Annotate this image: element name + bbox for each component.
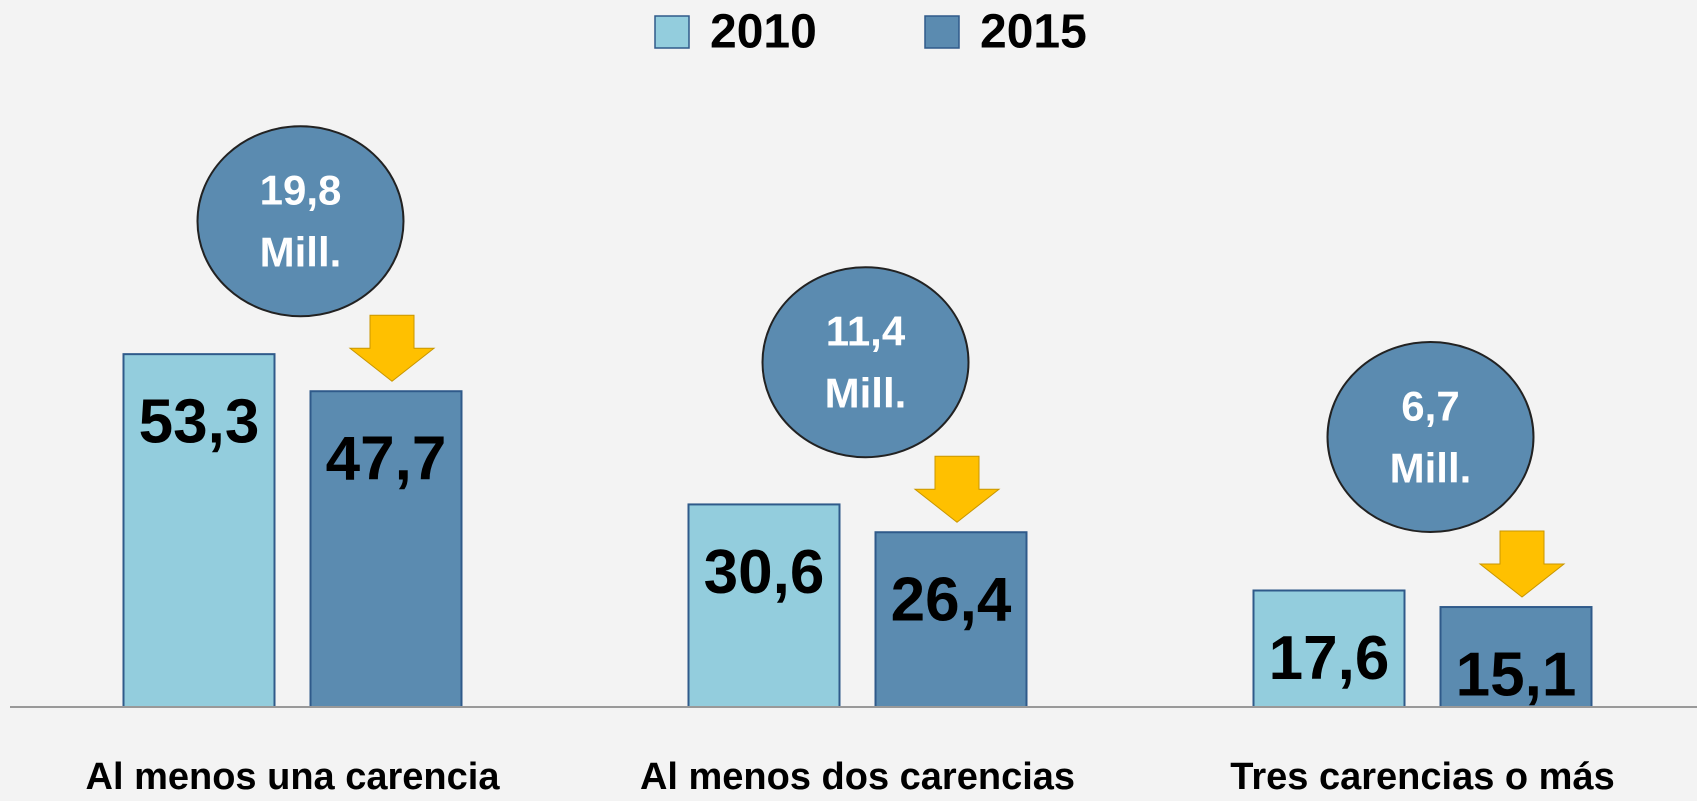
bar <box>122 353 276 708</box>
value-label: 26,4 <box>891 566 1012 635</box>
annotation-bubble <box>761 266 970 459</box>
value-label: 53,3 <box>139 388 260 457</box>
annotation-text: 19,8 <box>260 167 342 214</box>
x-tick-label: Al menos una carencia <box>86 756 501 798</box>
down-arrow <box>1478 530 1566 598</box>
annotation-bubble <box>196 125 405 318</box>
x-tick-label: Tres carencias o más <box>1230 756 1614 798</box>
legend-swatch <box>924 15 960 49</box>
value-label: 47,7 <box>326 425 447 494</box>
x-tick-label: Al menos dos carencias <box>640 756 1075 798</box>
value-label: 15,1 <box>1456 641 1577 710</box>
down-arrow <box>348 314 436 382</box>
bar <box>309 390 463 708</box>
annotation-text: Mill. <box>825 370 907 417</box>
annotation-text: Mill. <box>260 229 342 276</box>
legend-swatch <box>654 15 690 49</box>
value-label: 17,6 <box>1269 624 1390 693</box>
value-label: 30,6 <box>704 538 825 607</box>
legend-label: 2015 <box>980 6 1087 59</box>
bar <box>1439 606 1593 709</box>
bar <box>874 531 1028 708</box>
bar <box>687 503 841 709</box>
annotation-text: Mill. <box>1390 445 1472 492</box>
annotation-text: 11,4 <box>826 308 906 355</box>
annotation-bubble <box>1326 341 1535 534</box>
legend-label: 2010 <box>710 6 817 59</box>
annotation-text: 6,7 <box>1401 383 1459 430</box>
down-arrow <box>913 455 1001 523</box>
